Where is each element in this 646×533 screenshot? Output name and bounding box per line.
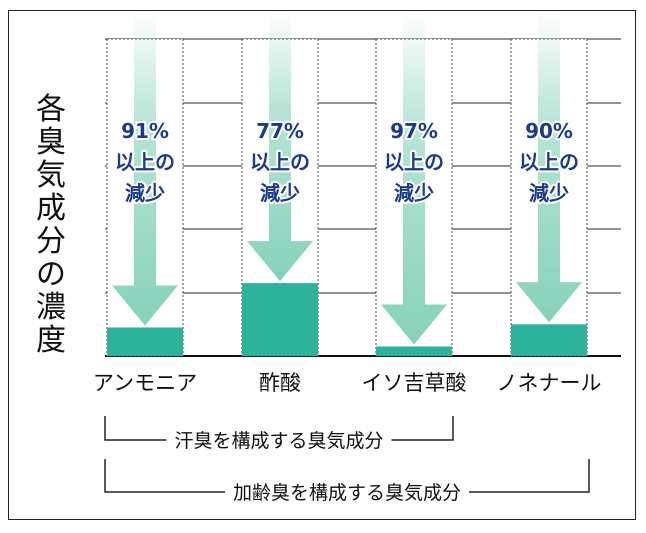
- reduction-annotation: 以上の: [384, 150, 444, 174]
- reduction-annotation: 97%: [390, 119, 438, 143]
- bracket-line: [104, 459, 225, 493]
- y-axis-label-char: 臭: [36, 125, 66, 160]
- reduction-annotation: 91%: [121, 119, 169, 143]
- bar-after: [511, 324, 587, 356]
- category-labels: アンモニア 酢酸 イソ吉草酸 ノネナール: [93, 371, 602, 395]
- y-axis-label-char: 成: [36, 191, 66, 226]
- category-label: イソ吉草酸: [362, 371, 467, 395]
- bracket-line: [391, 416, 454, 441]
- reduction-arrow: [112, 11, 178, 326]
- reduction-arrow: [381, 11, 447, 345]
- reduction-annotation: 90%: [525, 119, 573, 143]
- chart-frame: 各臭気成分の濃度 91% 以上の減少 77% 以上の減少 97% 以上の減少 90% 以上の減…: [8, 10, 636, 520]
- reduction-annotation: 減少: [529, 181, 569, 205]
- reduction-annotation: 以上の: [519, 150, 579, 174]
- reduction-annotation: 以上の: [250, 150, 310, 174]
- y-axis-label-char: 各: [36, 92, 66, 127]
- y-axis-label-char: 気: [36, 158, 66, 193]
- y-axis-label-char: 分: [36, 224, 66, 259]
- bar-after: [107, 327, 183, 356]
- bracket-label: 加齢臭を構成する臭気成分: [233, 482, 461, 504]
- reduction-annotation: 減少: [125, 181, 165, 205]
- bar-after: [376, 346, 452, 356]
- bracket-line: [469, 459, 590, 493]
- reduction-arrow: [516, 11, 582, 323]
- category-label: アンモニア: [93, 371, 197, 395]
- reduction-arrow: [247, 11, 313, 282]
- y-axis-label-char: 濃: [36, 290, 66, 325]
- bracket-label: 汗臭を構成する臭気成分: [174, 430, 383, 452]
- reduction-annotation: 以上の: [115, 150, 175, 174]
- bracket-line: [104, 416, 167, 441]
- y-axis-label-char: の: [36, 257, 66, 292]
- reduction-annotation: 減少: [260, 181, 300, 205]
- reduction-annotation: 減少: [394, 181, 434, 205]
- reduction-annotation: 77%: [256, 119, 304, 143]
- bar-after: [242, 283, 318, 356]
- y-axis-label-char: 度: [36, 323, 66, 358]
- category-label: ノネナール: [497, 371, 602, 395]
- category-label: 酢酸: [259, 371, 301, 395]
